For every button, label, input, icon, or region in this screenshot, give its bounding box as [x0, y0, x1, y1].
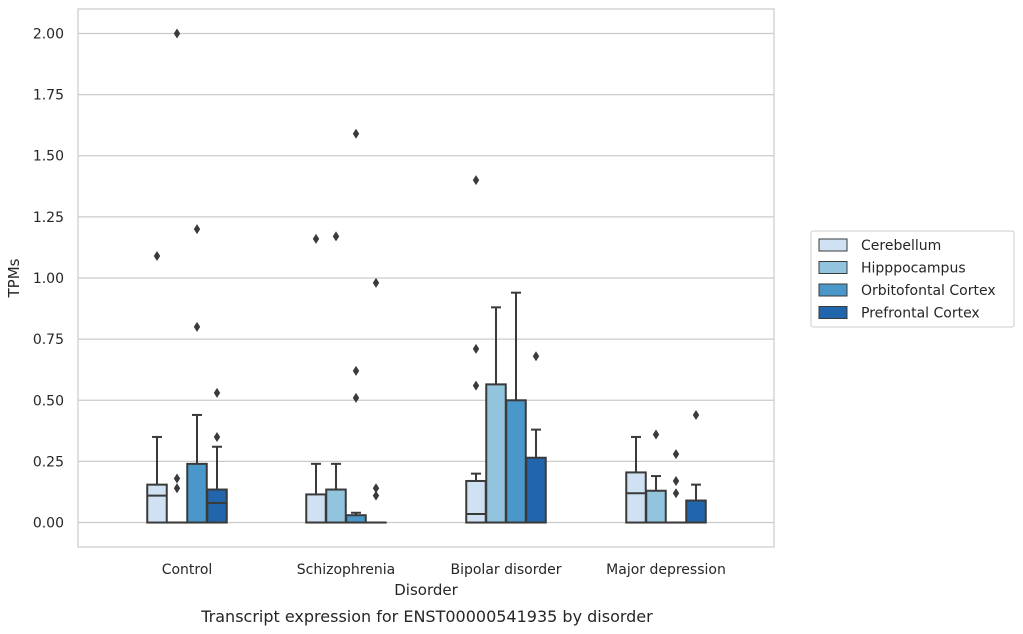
box-prefrontal-cortex: [525, 351, 547, 524]
outlier-point: [372, 490, 380, 501]
box-hipppocampus: [325, 231, 347, 524]
box-orbitofontal-cortex: [665, 449, 687, 524]
legend-label: Orbitofontal Cortex: [861, 283, 996, 299]
legend-label: Cerebellum: [861, 238, 941, 254]
outlier-point: [173, 483, 181, 494]
box-cerebellum: [305, 233, 327, 524]
box-prefrontal-cortex: [206, 387, 228, 524]
box-body: [525, 456, 547, 524]
outlier-point: [372, 277, 380, 288]
box-body: [305, 493, 327, 524]
box-prefrontal-cortex: [365, 277, 387, 524]
outlier-point: [213, 387, 221, 398]
outlier-point: [372, 483, 380, 494]
x-tick-labels: Control Schizophrenia Bipolar disorder Majo…: [162, 562, 726, 578]
outlier-point: [213, 431, 221, 442]
outlier-point: [472, 343, 480, 354]
y-tick-label: 1.00: [33, 271, 64, 287]
outlier-point: [352, 365, 360, 376]
outlier-point: [672, 475, 680, 486]
legend-swatch: [818, 238, 848, 252]
box-body: [325, 488, 347, 524]
box-body: [206, 488, 228, 524]
y-tick-labels: 0.00 0.25 0.50 0.75 1.00 1.25 1.50 1.75 2.00: [33, 26, 64, 531]
outlier-point: [692, 409, 700, 420]
x-tick-label: Major depression: [606, 562, 726, 578]
box-orbitofontal-cortex: [505, 291, 527, 524]
box-orbitofontal-cortex: [345, 128, 367, 524]
box-marks: [146, 28, 707, 524]
y-tick-label: 0.00: [33, 516, 64, 532]
outlier-point: [193, 321, 201, 332]
x-axis-title: Disorder: [394, 581, 458, 599]
outlier-point: [173, 473, 181, 484]
y-tick-label: 1.75: [33, 88, 64, 104]
outlier-point: [173, 28, 181, 39]
y-tick-label: 0.25: [33, 454, 64, 470]
outlier-point: [532, 351, 540, 362]
outlier-point: [472, 380, 480, 391]
box-body: [645, 489, 667, 524]
box-cerebellum: [146, 250, 168, 524]
x-tick-label: Bipolar disorder: [450, 562, 561, 578]
outlier-point: [352, 392, 360, 403]
outlier-point: [193, 224, 201, 235]
outlier-point: [312, 233, 320, 244]
y-tick-label: 0.50: [33, 393, 64, 409]
legend-frame: [810, 230, 1015, 328]
x-tick-label: Schizophrenia: [297, 562, 395, 578]
legend-swatch: [818, 283, 848, 297]
y-tick-label: 1.50: [33, 149, 64, 165]
box-body: [146, 483, 168, 524]
y-tick-label: 2.00: [33, 26, 64, 42]
outlier-point: [332, 231, 340, 242]
box-hipppocampus: [645, 429, 667, 524]
box-body: [485, 383, 507, 524]
box-body: [345, 514, 367, 524]
outlier-point: [352, 128, 360, 139]
outlier-point: [652, 429, 660, 440]
legend: Cerebellum Hipppocampus Orbitofontal Corte…: [810, 230, 1015, 328]
x-tick-label: Control: [162, 562, 213, 578]
legend-label: Hipppocampus: [861, 261, 966, 277]
y-tick-label: 0.75: [33, 332, 64, 348]
box-hipppocampus: [485, 306, 507, 524]
legend-swatch: [818, 261, 848, 274]
y-axis-title: TPMs: [5, 258, 23, 298]
box-prefrontal-cortex: [685, 409, 707, 524]
outlier-point: [672, 449, 680, 460]
box-body: [685, 499, 707, 524]
box-body: [625, 471, 647, 524]
outlier-point: [472, 175, 480, 186]
plot-frame: [77, 8, 775, 548]
chart-caption: Transcript expression for ENST0000054193…: [200, 607, 653, 626]
legend-label: Prefrontal Cortex: [861, 306, 980, 322]
box-body: [505, 399, 527, 524]
box-body: [465, 479, 487, 524]
outlier-point: [672, 488, 680, 499]
legend-swatch: [818, 306, 848, 319]
box-body: [186, 462, 208, 524]
outlier-point: [153, 250, 161, 261]
y-tick-label: 1.25: [33, 210, 64, 226]
